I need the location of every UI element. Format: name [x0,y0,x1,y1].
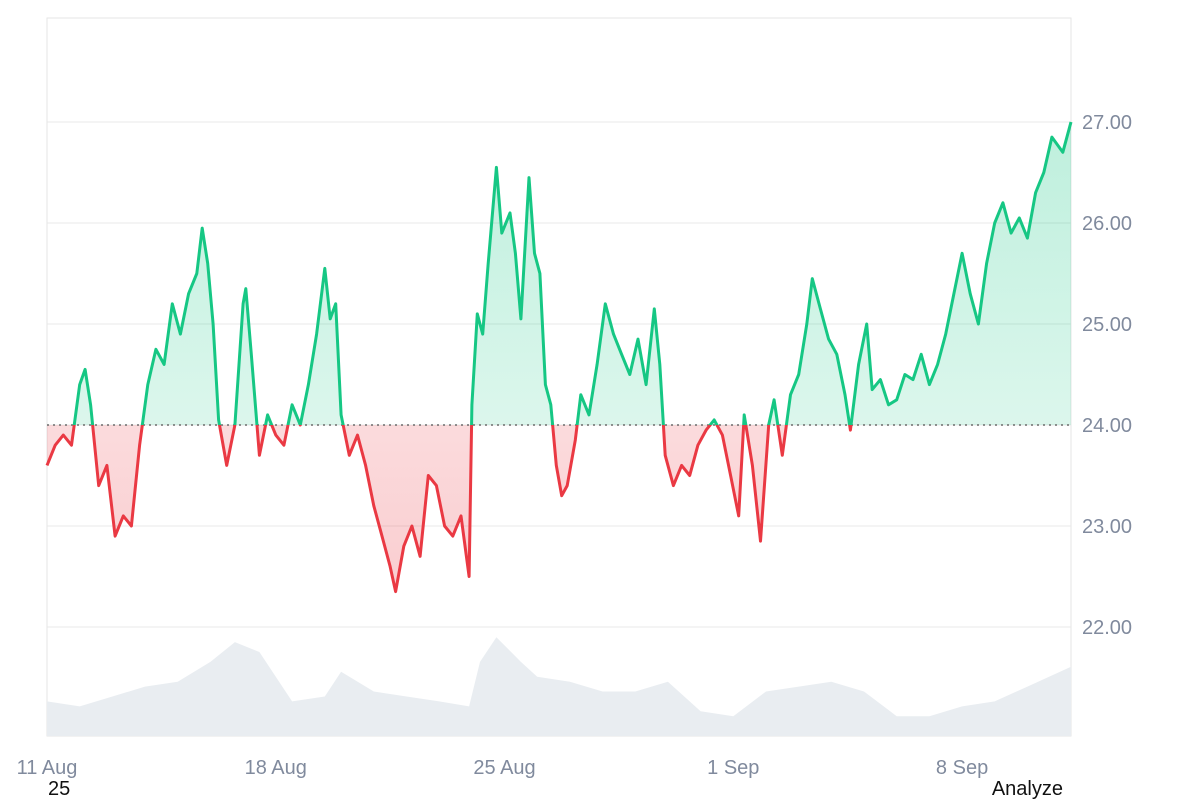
analyze-link[interactable]: Analyze [991,778,1063,800]
y-tick-label: 23.00 [1082,516,1132,538]
footer-left-label: 25 [48,778,71,800]
y-tick-label: 26.00 [1082,213,1132,235]
x-tick-label: 1 Sep [707,757,759,779]
x-tick-label: 25 Aug [473,757,535,779]
x-tick-label: 8 Sep [936,757,988,779]
y-tick-label: 25.00 [1082,314,1132,336]
y-tick-label: 24.00 [1082,415,1132,437]
price-line-up [72,121,1073,425]
y-tick-label: 27.00 [1082,112,1132,134]
y-tick-label: 22.00 [1082,617,1132,639]
area-above-baseline [47,122,1071,425]
x-tick-label: 11 Aug [17,757,78,779]
area-below-baseline [47,425,1071,592]
x-tick-label: 18 Aug [245,757,307,779]
volume-area [47,637,1071,736]
